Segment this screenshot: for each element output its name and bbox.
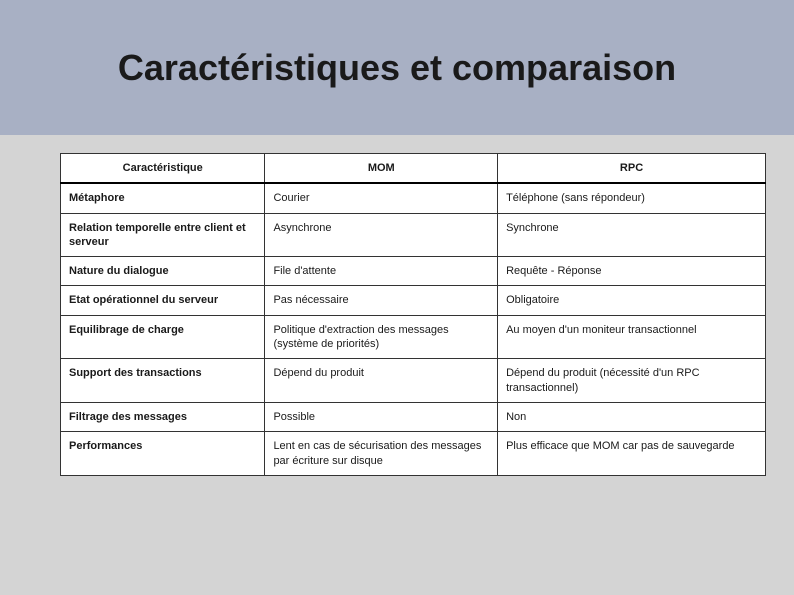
table-cell: Non: [498, 402, 766, 431]
table-row: Etat opérationnel du serveurPas nécessai…: [61, 286, 766, 315]
table-row: Support des transactionsDépend du produi…: [61, 359, 766, 403]
content-area: Caractéristique MOM RPC MétaphoreCourier…: [0, 135, 794, 595]
table-cell: Performances: [61, 432, 265, 476]
table-cell: Asynchrone: [265, 213, 498, 257]
table-header-row: Caractéristique MOM RPC: [61, 154, 766, 184]
page-title: Caractéristiques et comparaison: [118, 47, 676, 88]
table-cell: Equilibrage de charge: [61, 315, 265, 359]
table-cell: Au moyen d'un moniteur transactionnel: [498, 315, 766, 359]
title-area: Caractéristiques et comparaison: [0, 0, 794, 135]
table-cell: Possible: [265, 402, 498, 431]
table-cell: Support des transactions: [61, 359, 265, 403]
table-row: Relation temporelle entre client et serv…: [61, 213, 766, 257]
table-header: RPC: [498, 154, 766, 184]
table-row: Nature du dialogueFile d'attenteRequête …: [61, 257, 766, 286]
table-cell: Téléphone (sans répondeur): [498, 183, 766, 213]
table-body: MétaphoreCourierTéléphone (sans répondeu…: [61, 183, 766, 475]
table-cell: Requête - Réponse: [498, 257, 766, 286]
table-cell: Dépend du produit: [265, 359, 498, 403]
table-cell: Pas nécessaire: [265, 286, 498, 315]
table-cell: File d'attente: [265, 257, 498, 286]
table-cell: Métaphore: [61, 183, 265, 213]
table-cell: Etat opérationnel du serveur: [61, 286, 265, 315]
comparison-table: Caractéristique MOM RPC MétaphoreCourier…: [60, 153, 766, 476]
table-cell: Lent en cas de sécurisation des messages…: [265, 432, 498, 476]
table-cell: Relation temporelle entre client et serv…: [61, 213, 265, 257]
table-row: PerformancesLent en cas de sécurisation …: [61, 432, 766, 476]
table-cell: Nature du dialogue: [61, 257, 265, 286]
table-row: Filtrage des messagesPossibleNon: [61, 402, 766, 431]
table-row: MétaphoreCourierTéléphone (sans répondeu…: [61, 183, 766, 213]
table-cell: Courier: [265, 183, 498, 213]
table-header: Caractéristique: [61, 154, 265, 184]
table-cell: Synchrone: [498, 213, 766, 257]
table-row: Equilibrage de chargePolitique d'extract…: [61, 315, 766, 359]
table-cell: Dépend du produit (nécessité d'un RPC tr…: [498, 359, 766, 403]
table-cell: Politique d'extraction des messages (sys…: [265, 315, 498, 359]
table-cell: Plus efficace que MOM car pas de sauvega…: [498, 432, 766, 476]
table-header: MOM: [265, 154, 498, 184]
table-cell: Obligatoire: [498, 286, 766, 315]
table-cell: Filtrage des messages: [61, 402, 265, 431]
